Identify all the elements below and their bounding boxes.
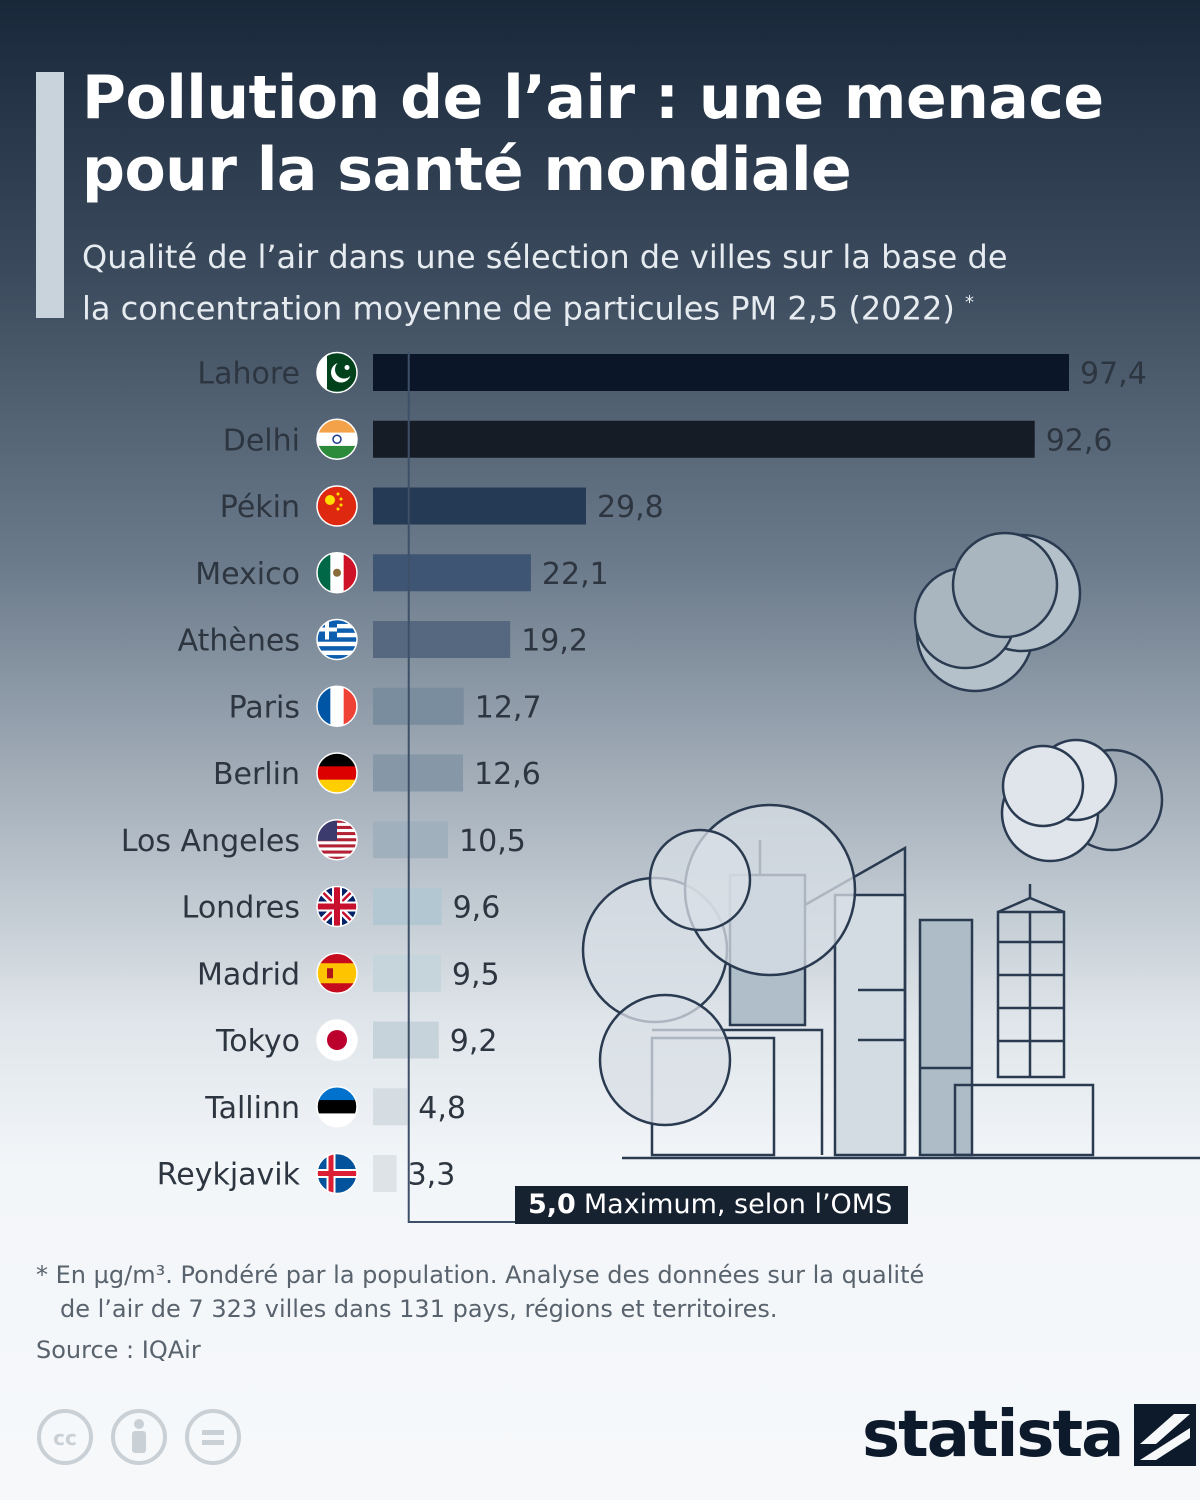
license-icons: cc	[36, 1408, 242, 1466]
subtitle-line-1: Qualité de l’air dans une sélection de v…	[82, 238, 1008, 276]
cc-icon[interactable]: cc	[36, 1408, 94, 1466]
svg-text:cc: cc	[53, 1426, 77, 1450]
value-label: 19,2	[521, 624, 588, 659]
attribution-icon[interactable]	[110, 1408, 168, 1466]
value-label: 12,6	[474, 757, 541, 792]
footnote: * En µg/m³. Pondéré par la population. A…	[36, 1258, 1136, 1326]
value-label: 4,8	[418, 1091, 466, 1126]
who-callout-label: 5,0 Maximum, selon l’OMS	[528, 1189, 892, 1220]
bar-row: Delhi 92,6	[223, 418, 1113, 460]
category-label: Athènes	[178, 624, 300, 659]
bar-row: Los Angeles 10,5	[121, 819, 526, 861]
bar	[373, 1021, 439, 1059]
bar-row: Reykjavik 3,3	[157, 1152, 456, 1195]
china-flag-icon	[317, 486, 357, 526]
footnote-line-2: de l’air de 7 323 villes dans 131 pays, …	[60, 1295, 778, 1323]
category-label: Pékin	[220, 490, 300, 525]
bar-row: Lahore 97,4	[197, 351, 1147, 394]
bar-row: Berlin 12,6	[213, 752, 541, 794]
bar-row: Paris 12,7	[229, 685, 542, 727]
bar-row: Madrid 9,5	[197, 952, 500, 994]
smoke-cloud-right-icon	[1000, 738, 1164, 863]
source-text: Source : IQAir	[36, 1336, 201, 1364]
category-label: Delhi	[223, 423, 300, 458]
bar	[373, 687, 464, 725]
japan-flag-icon	[317, 1020, 357, 1060]
who-reference-line	[407, 352, 515, 1223]
bar-row: Pékin 29,8	[220, 485, 664, 527]
bar-row: Tallinn 4,8	[204, 1086, 466, 1128]
no-derivatives-icon[interactable]	[184, 1408, 242, 1466]
smoke-cloud-upper-icon	[913, 531, 1082, 693]
pakistan-flag-icon	[317, 352, 357, 393]
bar	[373, 954, 441, 992]
greece-flag-icon	[317, 619, 357, 660]
value-label: 12,7	[475, 690, 542, 725]
category-label: Madrid	[197, 957, 300, 992]
pollution-illustration	[581, 531, 1200, 1160]
who-callout-text: Maximum, selon l’OMS	[584, 1189, 892, 1220]
category-label: Tallinn	[204, 1091, 300, 1126]
statista-mark-icon	[1134, 1404, 1197, 1466]
bar	[373, 621, 511, 658]
who-callout-value: 5,0	[528, 1189, 576, 1220]
value-label: 9,2	[450, 1024, 498, 1059]
value-label: 97,4	[1080, 357, 1147, 392]
value-label: 10,5	[459, 824, 526, 859]
category-label: Paris	[229, 690, 300, 725]
bars-layer: Lahore 97,4 Delhi 92,6 Pékin 29,8 Mexico 22,1 At…	[121, 351, 1147, 1195]
value-label: 92,6	[1046, 423, 1113, 458]
bar-row: Londres 9,6	[182, 885, 501, 928]
title-line-1: Pollution de l’air : une menace	[82, 63, 1104, 133]
value-label: 9,5	[452, 957, 500, 992]
smoke-cloud-large-icon	[581, 803, 857, 1127]
value-label: 29,8	[597, 490, 664, 525]
bar	[373, 888, 442, 925]
statista-wordmark: statista	[862, 1398, 1124, 1472]
category-label: Londres	[182, 891, 300, 926]
bar	[373, 554, 531, 592]
who-reference: 5,0 Maximum, selon l’OMS	[407, 352, 908, 1224]
bar-row: Athènes 19,2	[178, 618, 588, 661]
category-label: Tokyo	[215, 1024, 300, 1059]
spain-flag-icon	[317, 953, 357, 994]
uk-flag-icon	[317, 886, 357, 927]
category-label: Reykjavik	[157, 1158, 301, 1193]
title-line-2: pour la santé mondiale	[82, 135, 852, 205]
footnote-line-1: * En µg/m³. Pondéré par la population. A…	[36, 1261, 925, 1289]
value-label: 9,6	[453, 891, 501, 926]
bar	[373, 354, 1069, 391]
category-label: Mexico	[195, 557, 300, 592]
bar	[373, 821, 449, 859]
value-label: 22,1	[542, 557, 609, 592]
iceland-flag-icon	[317, 1153, 357, 1194]
bar	[373, 487, 586, 525]
category-label: Berlin	[213, 757, 300, 792]
bar	[373, 1088, 408, 1126]
bar-chart: Lahore 97,4 Delhi 92,6 Pékin 29,8 Mexico 22,1 At…	[121, 351, 1200, 1224]
statista-logo[interactable]: statista	[862, 1398, 1197, 1472]
bar-row: Mexico 22,1	[195, 552, 609, 594]
title-accent-bar	[36, 72, 64, 318]
bar	[373, 420, 1035, 458]
subtitle-line-2: la concentration moyenne de particules P…	[82, 289, 955, 328]
value-label: 3,3	[408, 1158, 456, 1193]
bar	[373, 754, 464, 792]
bar	[373, 1155, 397, 1192]
chart-title: Pollution de l’air : une menace pour la …	[82, 62, 1182, 206]
bar-row: Tokyo 9,2	[215, 1019, 498, 1061]
chart-subtitle: Qualité de l’air dans une sélection de v…	[82, 234, 1162, 332]
subtitle-asterisk: *	[964, 292, 974, 313]
who-callout-box	[515, 1186, 908, 1224]
category-label: Los Angeles	[121, 824, 300, 859]
category-label: Lahore	[197, 357, 300, 392]
